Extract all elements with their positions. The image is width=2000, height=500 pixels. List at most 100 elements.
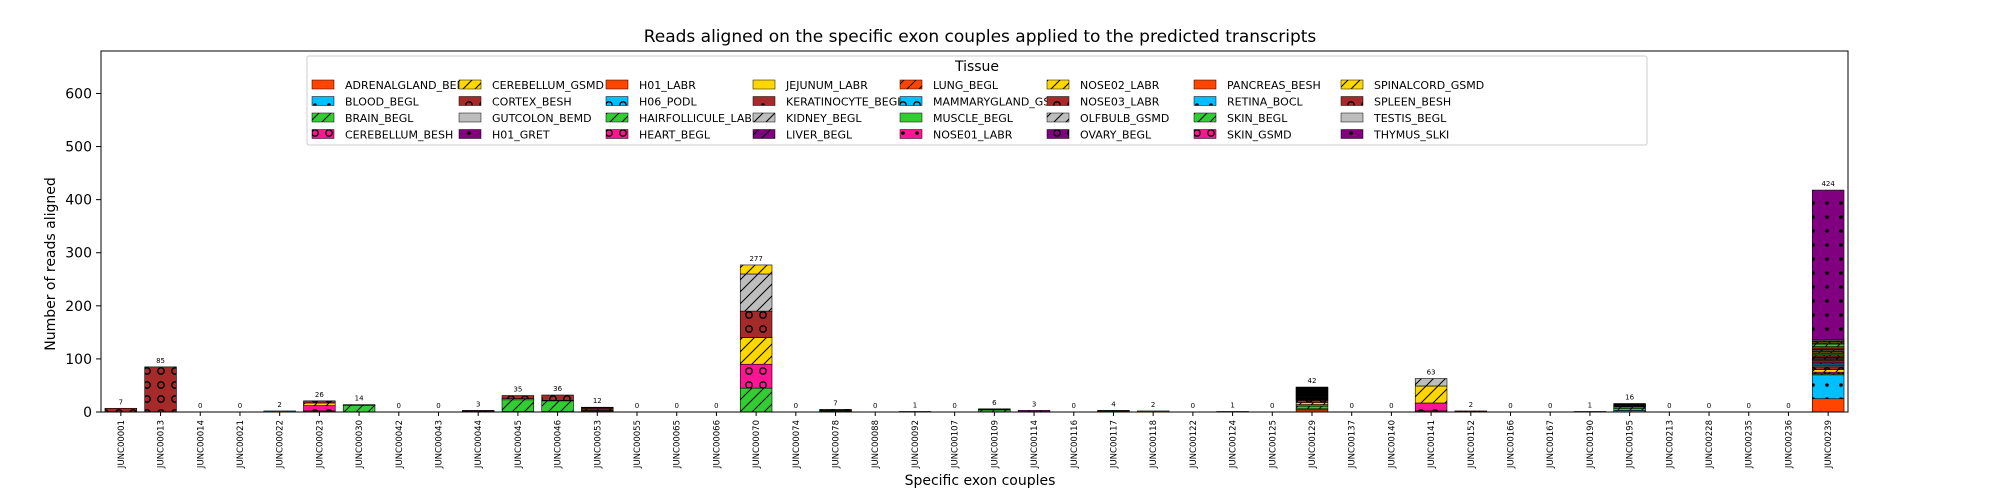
x-tick-label-JUNC00030: JUNC00030 xyxy=(355,420,365,469)
bar-segment-JUNC00030-HAIRFOLLICULE_LABR xyxy=(342,404,376,406)
bar-segment-JUNC00070-CEREBELLUM_BESH xyxy=(739,363,773,389)
x-tick-label-JUNC00137: JUNC00137 xyxy=(1348,420,1358,469)
total-label-JUNC00070: 277 xyxy=(749,255,762,263)
legend-label-SPINALCORD_GSMD: SPINALCORD_GSMD xyxy=(1374,79,1484,92)
x-tick-label-JUNC00117: JUNC00117 xyxy=(1109,420,1119,469)
legend-swatch-SKIN_BEGL xyxy=(1193,112,1217,123)
legend-label-LIVER_BEGL: LIVER_BEGL xyxy=(786,129,853,142)
legend-swatch-PANCREAS_BESH xyxy=(1193,79,1217,90)
y-tick-label-0: 0 xyxy=(83,405,92,421)
total-label-JUNC00066: 0 xyxy=(714,402,718,410)
total-label-JUNC00078: 7 xyxy=(833,399,837,407)
x-tick-label-JUNC00125: JUNC00125 xyxy=(1268,420,1278,469)
total-label-JUNC00166: 0 xyxy=(1508,402,1512,410)
legend-label-SKIN_GSMD: SKIN_GSMD xyxy=(1227,129,1292,142)
legend-label-PANCREAS_BESH: PANCREAS_BESH xyxy=(1227,79,1321,92)
legend-label-CEREBELLUM_GSMD: CEREBELLUM_GSMD xyxy=(492,79,604,92)
x-tick-label-JUNC00118: JUNC00118 xyxy=(1149,420,1159,469)
total-label-JUNC00014: 0 xyxy=(198,402,202,410)
total-label-JUNC00118: 2 xyxy=(1151,401,1155,409)
legend-label-GUTCOLON_BEMD: GUTCOLON_BEMD xyxy=(492,112,592,125)
legend-label-HEART_BEGL: HEART_BEGL xyxy=(639,129,711,142)
legend-swatch-BLOOD_BEGL xyxy=(311,96,335,106)
legend-label-NOSE01_LABR: NOSE01_LABR xyxy=(933,129,1013,142)
bar-segment-JUNC00129-CORTEX_BESH xyxy=(1295,400,1329,403)
bar-segment-JUNC00129-BRAIN_BEGL xyxy=(1295,405,1329,410)
bar-segment-JUNC00045-CORTEX_BESH xyxy=(501,395,535,400)
total-label-JUNC00001: 7 xyxy=(119,398,123,406)
total-label-JUNC00053: 12 xyxy=(593,397,602,405)
legend-label-BRAIN_BEGL: BRAIN_BEGL xyxy=(345,112,414,125)
x-tick-label-JUNC00055: JUNC00055 xyxy=(633,420,643,469)
x-tick-label-JUNC00044: JUNC00044 xyxy=(474,420,484,469)
legend-swatch-SKIN_GSMD xyxy=(1193,129,1217,139)
bar-segment-JUNC00045-BRAIN_BEGL xyxy=(501,399,535,412)
legend-swatch-BRAIN_BEGL xyxy=(311,112,335,123)
legend-label-OLFBULB_GSMD: OLFBULB_GSMD xyxy=(1080,112,1169,125)
total-label-JUNC00190: 1 xyxy=(1588,401,1592,409)
y-tick-label-200: 200 xyxy=(65,299,92,315)
x-tick-label-JUNC00070: JUNC00070 xyxy=(752,420,762,469)
x-tick-label-JUNC00066: JUNC00066 xyxy=(712,420,722,469)
x-tick-label-JUNC00107: JUNC00107 xyxy=(951,420,961,469)
legend-swatch-LIVER_BEGL xyxy=(752,129,776,139)
legend-label-H01_LABR: H01_LABR xyxy=(639,79,696,92)
x-tick-label-JUNC00195: JUNC00195 xyxy=(1626,420,1636,469)
legend-label-HAIRFOLLICULE_LABR: HAIRFOLLICULE_LABR xyxy=(639,112,760,125)
total-label-JUNC00122: 0 xyxy=(1191,402,1195,410)
x-tick-label-JUNC00088: JUNC00088 xyxy=(871,420,881,469)
bar-segment-JUNC00239-CEREBELLUM_GSMD xyxy=(1811,369,1845,373)
bar-segment-JUNC00129-THYMUS_SLKI xyxy=(1295,386,1329,388)
total-label-JUNC00140: 0 xyxy=(1389,402,1393,410)
total-label-JUNC00124: 1 xyxy=(1230,401,1234,409)
legend-label-MUSCLE_BEGL: MUSCLE_BEGL xyxy=(933,112,1014,125)
x-tick-label-JUNC00235: JUNC00235 xyxy=(1745,420,1755,469)
total-label-JUNC00044: 3 xyxy=(476,400,480,408)
legend-swatch-LUNG_BEGL xyxy=(899,79,923,90)
legend-swatch-KIDNEY_BEGL xyxy=(752,112,776,123)
x-tick-label-JUNC00053: JUNC00053 xyxy=(593,420,603,469)
legend-label-SPLEEN_BESH: SPLEEN_BESH xyxy=(1374,96,1451,109)
legend-swatch-RETINA_BOCL xyxy=(1193,96,1217,106)
total-label-JUNC00045: 35 xyxy=(513,386,522,394)
x-tick-label-JUNC00021: JUNC00021 xyxy=(236,420,246,469)
legend-swatch-NOSE03_LABR xyxy=(1046,96,1070,106)
y-tick-label-600: 600 xyxy=(65,86,92,102)
x-tick-label-JUNC00045: JUNC00045 xyxy=(514,420,524,469)
total-label-JUNC00109: 6 xyxy=(992,399,997,407)
legend-swatch-ADRENALGLAND_BEMD xyxy=(311,79,335,90)
x-tick-label-JUNC00129: JUNC00129 xyxy=(1308,420,1318,469)
x-tick-label-JUNC00042: JUNC00042 xyxy=(395,420,405,469)
legend-swatch-SPINALCORD_GSMD xyxy=(1340,79,1364,90)
total-label-JUNC00141: 63 xyxy=(1427,369,1436,377)
legend-swatch-H06_PODL xyxy=(605,96,629,106)
x-tick-label-JUNC00116: JUNC00116 xyxy=(1070,420,1080,469)
total-label-JUNC00152: 2 xyxy=(1469,401,1473,409)
legend-label-H06_PODL: H06_PODL xyxy=(639,96,698,109)
x-axis-label: Specific exon couples xyxy=(905,473,1056,489)
bar-segment-JUNC00023-CORTEX_BESH xyxy=(303,400,336,404)
bar-segment-JUNC00001-CORTEX_BESH xyxy=(104,407,138,413)
x-tick-label-JUNC00213: JUNC00213 xyxy=(1665,420,1675,469)
bar-segment-JUNC00141-CEREBELLUM_GSMD xyxy=(1414,385,1448,404)
x-tick-label-JUNC00114: JUNC00114 xyxy=(1030,420,1040,469)
legend-swatch-HAIRFOLLICULE_LABR xyxy=(605,112,629,123)
bar-segment-JUNC00046-CORTEX_BESH xyxy=(541,394,574,401)
bar-segment-JUNC00239-CORTEX_BESH xyxy=(1811,366,1845,370)
x-tick-label-JUNC00167: JUNC00167 xyxy=(1546,420,1556,469)
bar-segment-JUNC00023-CEREBELLUM_BESH xyxy=(303,405,336,412)
legend-label-OVARY_BEGL: OVARY_BEGL xyxy=(1080,129,1152,142)
x-tick-label-JUNC00023: JUNC00023 xyxy=(315,420,325,469)
y-tick-label-500: 500 xyxy=(65,140,92,156)
legend-swatch-GUTCOLON_BEMD xyxy=(458,112,482,123)
x-tick-label-JUNC00152: JUNC00152 xyxy=(1467,420,1477,469)
bar-segment-JUNC00030-BRAIN_BEGL xyxy=(342,405,376,413)
x-tick-label-JUNC00141: JUNC00141 xyxy=(1427,420,1437,469)
total-label-JUNC00129: 42 xyxy=(1308,377,1317,385)
x-tick-label-JUNC00014: JUNC00014 xyxy=(196,420,206,469)
bar-segment-JUNC00239-BLOOD_BEGL xyxy=(1811,374,1845,400)
x-tick-label-JUNC00228: JUNC00228 xyxy=(1705,420,1715,469)
y-tick-label-400: 400 xyxy=(65,193,92,209)
total-label-JUNC00116: 0 xyxy=(1072,402,1076,410)
